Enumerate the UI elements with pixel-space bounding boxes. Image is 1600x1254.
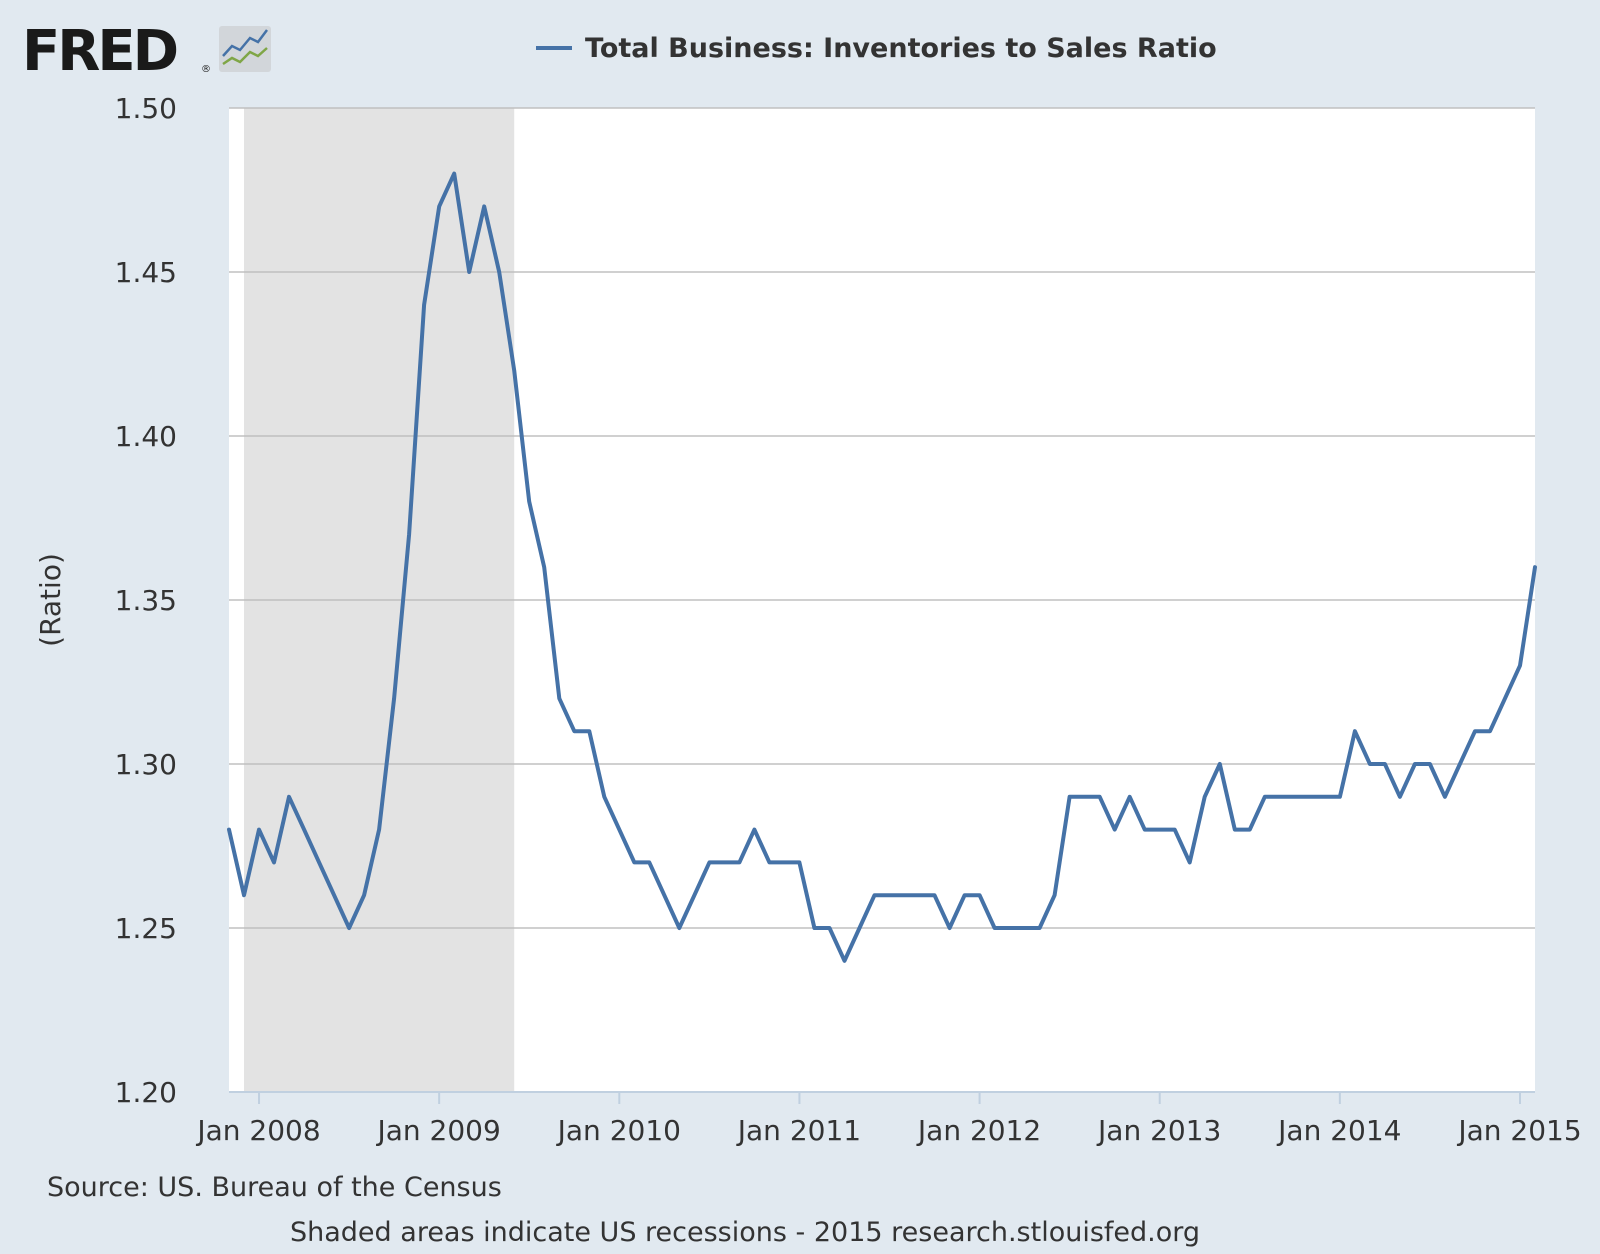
y-tick-label: 1.35 [115, 584, 177, 617]
y-tick-label: 1.25 [115, 912, 177, 945]
y-tick-label: 1.50 [115, 92, 177, 125]
recession-note: Shaded areas indicate US recessions - 20… [290, 1217, 1200, 1248]
source-note: Source: US. Bureau of the Census [47, 1172, 502, 1203]
x-tick-label: Jan 2010 [556, 1114, 681, 1147]
legend-label: Total Business: Inventories to Sales Rat… [585, 33, 1217, 64]
registered-mark: ® [201, 64, 211, 75]
y-tick-label: 1.30 [115, 748, 177, 781]
series-line [227, 171, 1537, 963]
gridlines [229, 107, 1535, 929]
y-axis-ticks: 1.20 1.25 1.30 1.35 1.40 1.45 1.50 [115, 92, 177, 1109]
x-tick-label: Jan 2008 [195, 1114, 320, 1147]
x-tick-label: Jan 2009 [375, 1114, 500, 1147]
series-layer [227, 171, 1537, 963]
x-tick-label: Jan 2014 [1276, 1114, 1401, 1147]
x-tick-label: Jan 2012 [916, 1114, 1041, 1147]
legend: Total Business: Inventories to Sales Rat… [536, 33, 1217, 64]
x-axis-ticks: Jan 2008 Jan 2009 Jan 2010 Jan 2011 Jan 2012… [195, 1092, 1582, 1147]
y-axis-label: (Ratio) [34, 553, 67, 647]
fred-logo[interactable]: FRED ® [22, 19, 271, 84]
fred-line-chart-icon [219, 26, 271, 72]
fred-logo-text: FRED [22, 19, 177, 84]
y-tick-label: 1.20 [115, 1076, 177, 1109]
x-tick-label: Jan 2015 [1456, 1114, 1581, 1147]
y-tick-label: 1.45 [115, 256, 177, 289]
x-tick-label: Jan 2011 [736, 1114, 861, 1147]
y-tick-label: 1.40 [115, 420, 177, 453]
x-tick-label: Jan 2013 [1096, 1114, 1221, 1147]
